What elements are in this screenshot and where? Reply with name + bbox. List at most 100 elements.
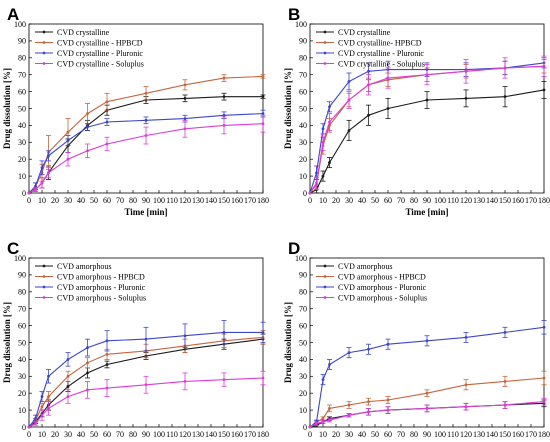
y-tick-label: 50 — [299, 338, 307, 347]
x-tick-label: 50 — [371, 430, 379, 439]
data-point — [347, 98, 351, 102]
y-tick-label: 50 — [18, 104, 26, 113]
x-tick-label: 180 — [538, 196, 550, 205]
y-tick-label: 100 — [14, 20, 26, 29]
x-tick-label: 10 — [319, 196, 327, 205]
data-point — [464, 336, 468, 339]
data-point — [367, 83, 370, 87]
data-point — [27, 425, 31, 429]
x-tick-label: 0 — [308, 196, 312, 205]
legend-label: CVD crystalline - HPBCD — [57, 38, 143, 47]
x-tick-label: 20 — [332, 196, 340, 205]
y-tick-label: 90 — [299, 37, 307, 46]
data-point — [464, 96, 468, 100]
y-tick-label: 90 — [18, 37, 26, 46]
series-3 — [27, 320, 266, 429]
y-tick-label: 80 — [299, 54, 307, 63]
data-point — [47, 407, 50, 410]
data-point — [328, 407, 331, 410]
data-point — [503, 379, 507, 383]
data-point — [40, 405, 44, 409]
data-point — [503, 95, 507, 99]
data-point — [328, 105, 331, 109]
data-point — [386, 107, 390, 110]
x-tick-label: 140 — [486, 430, 498, 439]
y-tick-label: 70 — [18, 71, 26, 80]
series-4 — [27, 114, 266, 195]
data-point — [425, 73, 429, 77]
data-point — [367, 400, 370, 404]
y-tick-label: 10 — [299, 172, 307, 181]
legend-marker — [42, 296, 46, 299]
data-point — [105, 100, 109, 104]
data-point — [328, 120, 331, 124]
data-point — [321, 378, 325, 382]
x-tick-label: 110 — [447, 430, 459, 439]
data-point — [34, 188, 37, 192]
x-tick-label: 160 — [231, 196, 243, 205]
series-3 — [308, 320, 547, 429]
x-tick-label: 110 — [166, 430, 178, 439]
x-tick-label: 140 — [205, 430, 217, 439]
data-point — [425, 391, 429, 395]
x-tick-label: 70 — [397, 196, 405, 205]
data-point — [315, 181, 318, 185]
x-tick-label: 40 — [358, 196, 366, 205]
x-tick-label: 40 — [77, 430, 85, 439]
data-point — [86, 149, 89, 153]
x-tick-label: 160 — [512, 196, 524, 205]
data-point — [105, 352, 109, 356]
x-tick-label: 80 — [129, 196, 137, 205]
data-point — [183, 117, 187, 121]
data-point — [86, 112, 89, 115]
x-tick-label: 80 — [410, 430, 418, 439]
legend-label: CVD crystalline - Soluplus — [57, 59, 144, 68]
data-point — [542, 400, 546, 404]
data-point — [47, 154, 50, 158]
x-tick-label: 100 — [153, 430, 165, 439]
legend-marker — [323, 275, 327, 278]
series-line — [309, 65, 545, 194]
data-point — [66, 139, 70, 143]
data-point — [386, 342, 390, 346]
legend-label: CVD crystalline - Pluronic — [57, 49, 143, 58]
x-tick-label: 60 — [103, 430, 111, 439]
y-tick-label: 70 — [299, 305, 307, 314]
x-tick-label: 150 — [218, 430, 230, 439]
y-tick-label: 10 — [18, 406, 26, 415]
x-tick-label: 160 — [512, 430, 524, 439]
x-tick-label: 100 — [434, 196, 446, 205]
x-tick-label: 90 — [142, 196, 150, 205]
x-tick-label: 10 — [38, 196, 46, 205]
y-tick-label: 40 — [18, 355, 26, 364]
series-2 — [308, 59, 547, 195]
x-tick-label: 20 — [51, 430, 59, 439]
y-tick-label: 60 — [18, 321, 26, 330]
data-point — [86, 371, 89, 375]
data-point — [222, 330, 226, 334]
legend-marker — [323, 51, 327, 55]
y-tick-label: 20 — [18, 155, 26, 164]
series-line — [28, 96, 263, 194]
data-point — [542, 88, 546, 92]
legend-label: CVD amorphous - HPBCD — [338, 272, 426, 281]
y-tick-label: 30 — [299, 372, 307, 381]
data-point — [105, 386, 109, 390]
x-tick-label: 0 — [27, 196, 31, 205]
y-tick-label: 50 — [299, 104, 307, 113]
legend-marker — [42, 62, 46, 65]
y-tick-label: 80 — [18, 288, 26, 297]
data-point — [222, 124, 226, 127]
data-point — [183, 127, 187, 131]
panel-label: B — [288, 5, 300, 24]
data-point — [308, 425, 312, 429]
data-point — [144, 134, 148, 137]
x-tick-label: 170 — [525, 196, 537, 205]
series-2 — [308, 370, 547, 429]
data-point — [347, 413, 351, 417]
x-tick-label: 90 — [423, 196, 431, 205]
data-point — [321, 174, 325, 178]
panel-label: A — [7, 5, 19, 24]
